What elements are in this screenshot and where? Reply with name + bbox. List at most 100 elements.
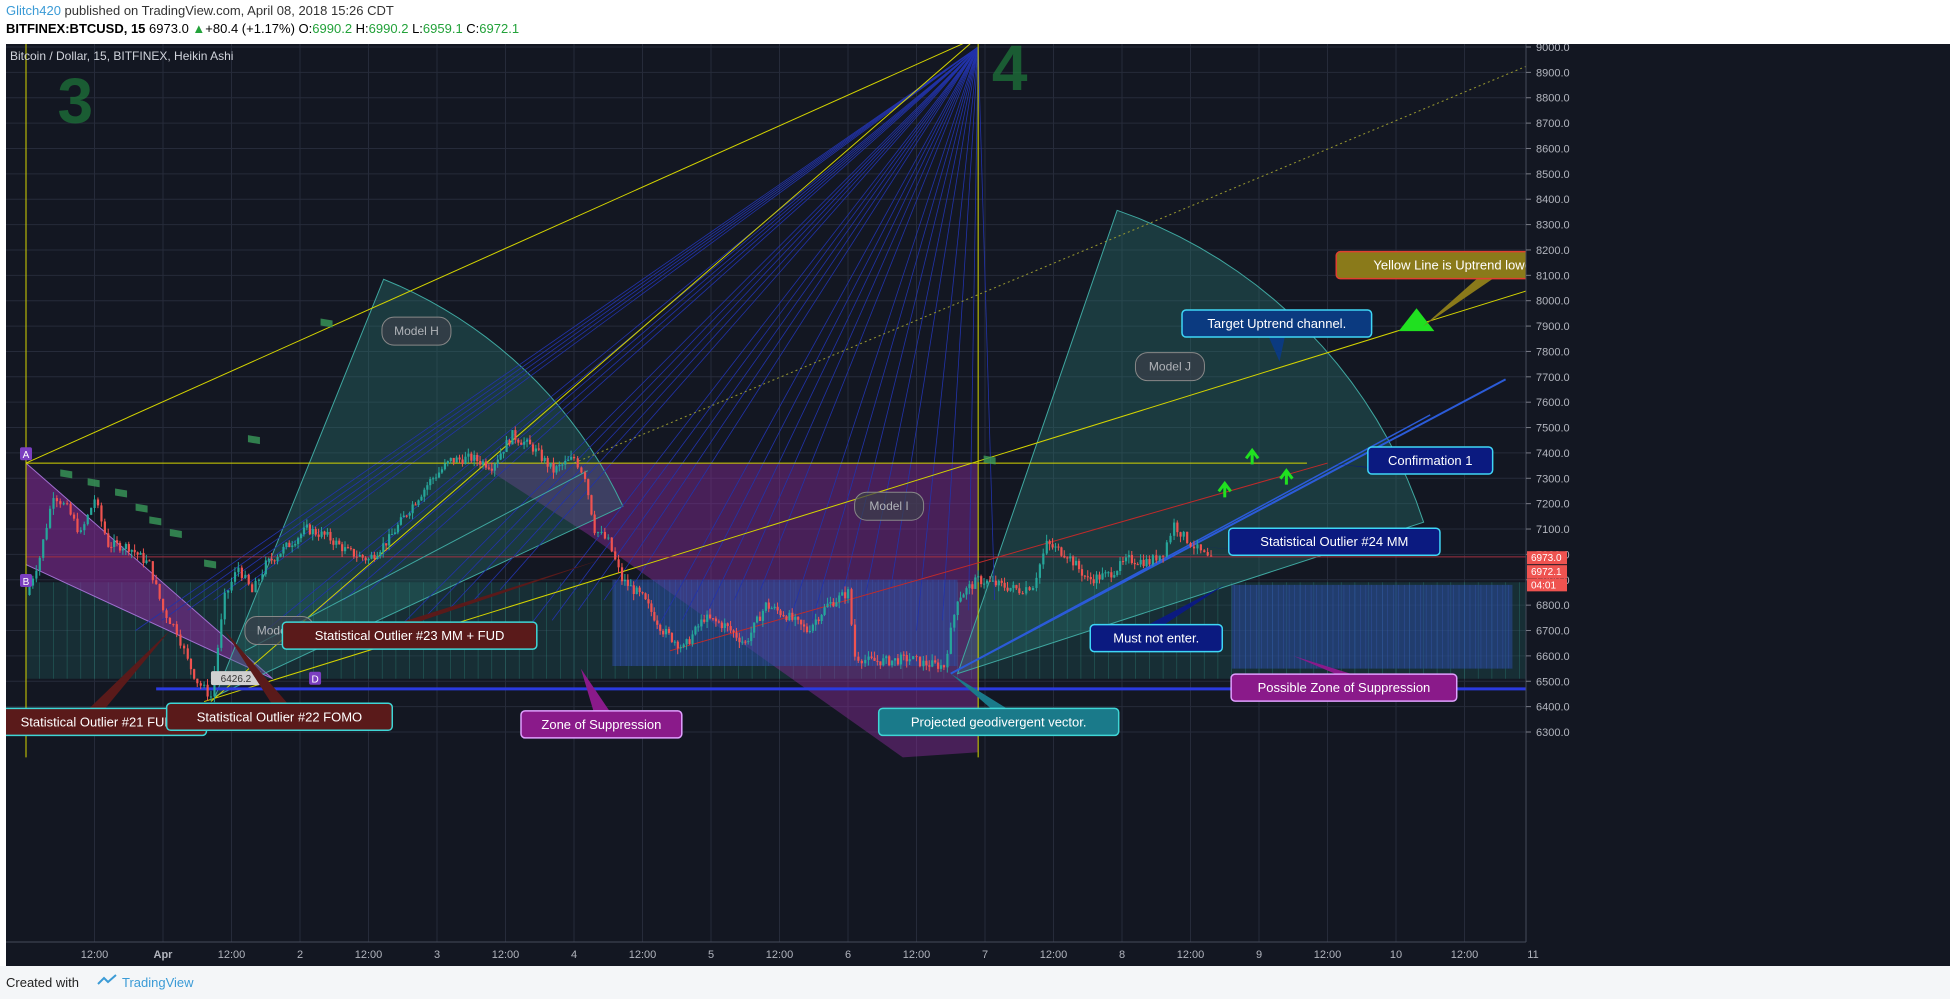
candle-body xyxy=(446,461,449,464)
callout-label: Statistical Outlier #24 MM xyxy=(1260,534,1408,549)
candle-body xyxy=(770,608,773,610)
candle-body xyxy=(455,457,458,463)
blue-trend-line-1 xyxy=(950,378,1507,675)
candle-body xyxy=(1083,575,1087,577)
candle-body xyxy=(573,456,576,459)
tradingview-logo-icon xyxy=(97,974,117,985)
author-link[interactable]: Glitch420 xyxy=(6,3,61,18)
candle-body xyxy=(285,542,288,547)
candle-body xyxy=(942,665,946,668)
candle-body xyxy=(870,656,873,658)
candle-body xyxy=(558,464,561,467)
point-marker-box xyxy=(20,447,32,461)
possible-zone-of-suppression xyxy=(1231,584,1513,669)
model-bubble-box xyxy=(381,316,452,346)
time-tick-label: 10 xyxy=(1390,949,1402,961)
candle-body xyxy=(136,552,139,555)
candle-body xyxy=(1086,576,1089,578)
candle-body xyxy=(561,464,564,466)
candle-body xyxy=(294,543,297,546)
candle-body xyxy=(656,620,659,625)
candle-body xyxy=(517,439,520,443)
candle-body xyxy=(55,498,59,502)
candle-body xyxy=(817,619,820,622)
price-tick-label: 6700.0 xyxy=(1536,626,1570,638)
candle-body xyxy=(767,602,770,609)
candle-body xyxy=(567,459,570,461)
candle-body xyxy=(244,574,247,578)
candle-body xyxy=(496,459,499,464)
candle-body xyxy=(540,449,543,461)
candle-body xyxy=(1176,522,1179,533)
current-price-tag-box xyxy=(1527,551,1567,565)
candle-body xyxy=(116,540,119,543)
candle-body xyxy=(479,461,482,465)
blue-fan-ray xyxy=(343,46,979,601)
blue-fan-ray xyxy=(317,46,979,611)
up-triangle-icon: ▲ xyxy=(192,21,206,36)
candle-body xyxy=(776,606,779,611)
callout-pointer xyxy=(89,630,170,709)
callout-label: Statistical Outlier #21 FUD xyxy=(21,714,174,729)
blue-fan-ray xyxy=(265,46,979,631)
candle-body xyxy=(370,554,373,559)
last-price: 6973.0 xyxy=(149,21,189,36)
candle-body xyxy=(396,524,400,533)
price-tick-label: 8700.0 xyxy=(1536,118,1570,130)
candle-body xyxy=(196,678,199,684)
candle-body xyxy=(537,448,540,450)
current-close-tag: 6972.1 xyxy=(1531,567,1562,578)
price-tick-label: 8000.0 xyxy=(1536,296,1570,308)
candle-body xyxy=(320,531,323,537)
callout-box xyxy=(165,702,393,732)
time-tick-label: 12:00 xyxy=(1040,949,1068,961)
candle-body xyxy=(1142,559,1145,567)
candle-body xyxy=(882,658,885,666)
callout-label: Target Uptrend channel. xyxy=(1207,316,1346,331)
candle-body xyxy=(48,508,52,528)
price-tick-label: 8800.0 xyxy=(1536,93,1570,105)
candle-body xyxy=(100,505,103,522)
candle-body xyxy=(311,528,314,535)
candle-body xyxy=(62,503,65,505)
candle-body xyxy=(66,503,69,505)
candle-body xyxy=(549,462,552,467)
candle-body xyxy=(626,579,630,586)
candle-body xyxy=(237,567,240,573)
time-tick-label: 12:00 xyxy=(81,949,109,961)
candle-body xyxy=(247,574,250,585)
blue-fan-ray xyxy=(161,46,979,621)
price-tick-label: 7900.0 xyxy=(1536,321,1570,333)
model-bubble-box xyxy=(854,491,925,521)
candle-body xyxy=(570,456,573,460)
candle-body xyxy=(130,549,133,552)
candle-body xyxy=(946,653,949,668)
candle-body xyxy=(820,614,823,622)
candle-body xyxy=(291,545,294,548)
flag-icon xyxy=(204,559,217,569)
candle-body xyxy=(59,501,62,505)
candle-body xyxy=(118,542,122,551)
candle-body xyxy=(744,641,747,643)
tradingview-link[interactable]: TradingView xyxy=(122,975,194,990)
candle-body xyxy=(1057,546,1060,548)
candle-body xyxy=(607,537,610,539)
blue-fan-ray xyxy=(135,46,979,631)
price-tick-label: 8900.0 xyxy=(1536,67,1570,79)
blue-fan-ray xyxy=(977,46,995,601)
candle-body xyxy=(364,557,367,561)
chart-area[interactable]: 3 4 A B D 6426.2 Model G Model H Model I Model J… xyxy=(0,21,1950,966)
candle-body xyxy=(1119,561,1122,572)
candle-body xyxy=(962,594,965,598)
candle-body xyxy=(1186,531,1189,544)
candle-body xyxy=(977,576,980,578)
candle-body xyxy=(614,551,617,560)
candle-body xyxy=(297,538,300,544)
candle-body xyxy=(738,637,741,643)
candle-body xyxy=(199,683,202,686)
blue-fan-ray xyxy=(577,46,979,611)
candle-body xyxy=(437,472,441,478)
symbol-name: BITFINEX:BTCUSD, 15 xyxy=(6,21,146,36)
candle-body xyxy=(676,641,679,649)
